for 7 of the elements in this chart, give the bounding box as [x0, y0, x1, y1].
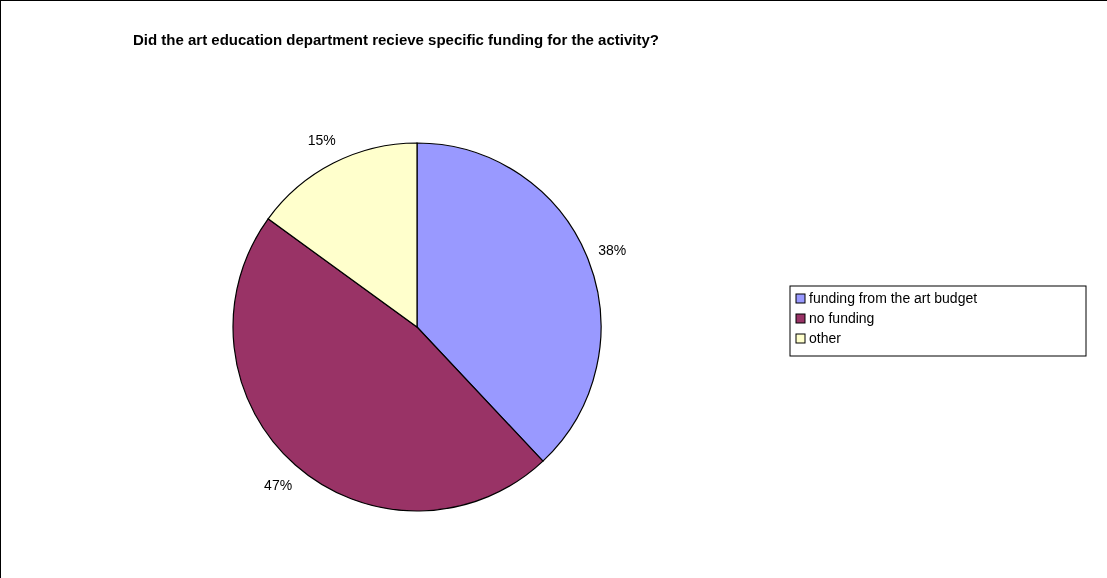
legend-label: other: [809, 330, 842, 346]
legend-label: no funding: [809, 310, 875, 326]
data-label: 38%: [598, 241, 627, 258]
chart-title: Did the art education department recieve specific funding for the activity?: [133, 31, 659, 48]
data-label: 15%: [307, 131, 336, 148]
data-label: 47%: [264, 476, 293, 493]
legend-label: funding from the art budget: [809, 290, 978, 306]
